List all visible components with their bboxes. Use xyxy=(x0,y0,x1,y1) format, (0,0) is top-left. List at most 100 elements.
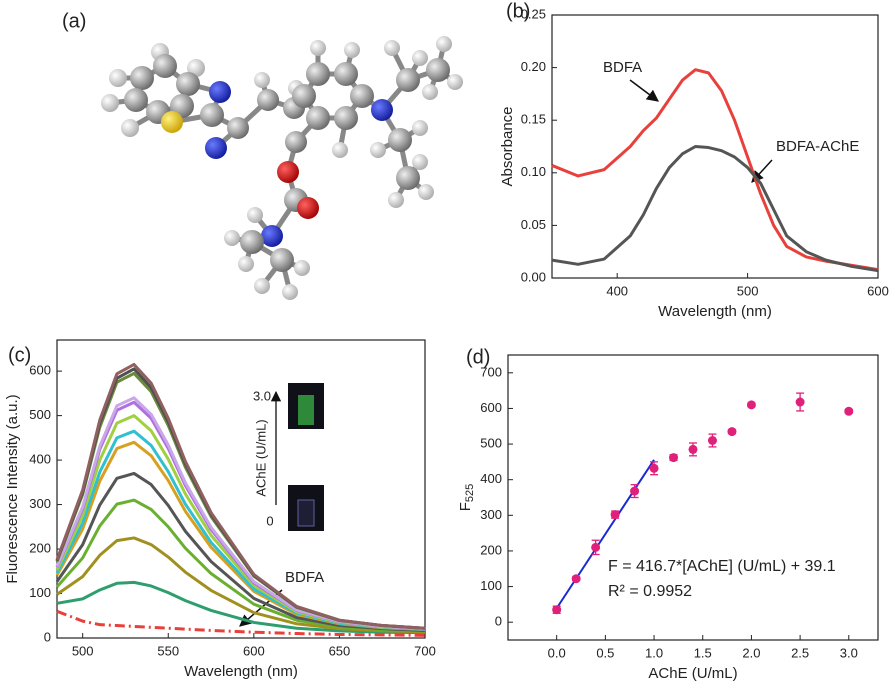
atom xyxy=(306,106,330,130)
data-point xyxy=(649,463,659,473)
y-axis-label: Absorbance xyxy=(499,106,516,186)
series-line xyxy=(55,498,426,633)
atom xyxy=(310,40,326,56)
atom xyxy=(426,58,450,82)
atom xyxy=(161,111,183,133)
annotation: BDFA-AChE xyxy=(776,138,859,155)
x-tick-label: 700 xyxy=(414,643,436,658)
inset-label: 0 xyxy=(266,513,273,528)
atom xyxy=(344,42,360,58)
atom xyxy=(412,154,428,170)
inset-label: AChE (U/mL) xyxy=(253,419,268,496)
atom xyxy=(418,184,434,200)
data-point xyxy=(669,453,679,463)
data-point xyxy=(727,427,737,437)
atom xyxy=(447,74,463,90)
data-point xyxy=(591,542,601,552)
plot-frame xyxy=(507,354,879,641)
atom xyxy=(306,62,330,86)
y-tick-label: 400 xyxy=(29,452,51,467)
atom xyxy=(224,230,240,246)
series-line xyxy=(551,68,879,272)
atom xyxy=(227,117,249,139)
annotation: BDFA xyxy=(603,59,642,76)
x-tick-label: 400 xyxy=(606,283,628,298)
y-axis-label-main: F xyxy=(457,502,474,511)
x-tick-label: 500 xyxy=(72,643,94,658)
atom xyxy=(277,161,299,183)
x-axis-label: Wavelength (nm) xyxy=(658,303,772,320)
atom xyxy=(240,230,264,254)
panel-label: (b) xyxy=(506,0,530,22)
atom xyxy=(334,62,358,86)
panel-label: (c) xyxy=(8,344,31,366)
x-axis-label: AChE (U/mL) xyxy=(648,665,737,682)
atom xyxy=(396,68,420,92)
atom xyxy=(332,142,348,158)
atom xyxy=(238,256,254,272)
atom xyxy=(350,84,374,108)
vial-solution xyxy=(297,499,315,527)
atom xyxy=(153,54,177,78)
vial-solution xyxy=(298,395,314,425)
series-line xyxy=(56,536,426,634)
fit-equation: F = 416.7*[AChE] (U/mL) + 39.1 xyxy=(608,558,836,575)
x-axis-label: Wavelength (nm) xyxy=(184,663,298,680)
data-point xyxy=(552,605,562,615)
data-point xyxy=(630,486,640,496)
data-point xyxy=(688,444,698,454)
y-tick-label: 0 xyxy=(495,614,502,629)
atom xyxy=(388,128,412,152)
y-axis-label: Fluorescence Intensity (a.u.) xyxy=(4,394,21,583)
atom xyxy=(285,131,307,153)
x-tick-label: 0.5 xyxy=(596,645,614,660)
y-tick-label: 600 xyxy=(480,400,502,415)
atom xyxy=(371,99,393,121)
x-tick-label: 650 xyxy=(329,643,351,658)
y-tick-label: 0.20 xyxy=(521,59,546,74)
y-tick-label: 0.15 xyxy=(521,112,546,127)
y-tick-label: 500 xyxy=(29,407,51,422)
y-tick-label: 500 xyxy=(480,436,502,451)
atom xyxy=(257,89,279,111)
inset-label: 3.0 xyxy=(253,388,271,403)
atom xyxy=(388,192,404,208)
y-tick-label: 0.05 xyxy=(521,217,546,232)
y-tick-label: 200 xyxy=(480,542,502,557)
y-tick-label: 100 xyxy=(29,585,51,600)
x-tick-label: 2.0 xyxy=(742,645,760,660)
y-tick-label: 200 xyxy=(29,540,51,555)
y-tick-label: 0.00 xyxy=(521,269,546,284)
atom xyxy=(261,225,283,247)
y-tick-label: 0 xyxy=(44,629,51,644)
data-point xyxy=(707,436,717,445)
x-tick-label: 3.0 xyxy=(840,645,858,660)
series-line xyxy=(55,429,426,632)
series-line xyxy=(56,580,426,635)
plot-frame xyxy=(56,339,426,639)
atom xyxy=(294,260,310,276)
atom xyxy=(412,50,428,66)
series-line xyxy=(551,145,879,273)
fit-r-squared: R² = 0.9952 xyxy=(608,583,692,600)
atom xyxy=(396,166,420,190)
data-point xyxy=(795,397,805,407)
atom xyxy=(254,72,270,88)
atom xyxy=(270,248,294,272)
atom xyxy=(297,197,319,219)
series-line xyxy=(55,471,426,632)
series-line xyxy=(56,609,426,637)
panel-label: (d) xyxy=(466,346,490,368)
atom xyxy=(282,284,298,300)
atom xyxy=(247,207,263,223)
atom xyxy=(209,81,231,103)
atom xyxy=(422,84,438,100)
atom xyxy=(254,278,270,294)
series-line xyxy=(55,371,426,630)
atom xyxy=(436,36,452,52)
series-line xyxy=(55,440,426,632)
atom xyxy=(130,66,154,90)
y-tick-label: 400 xyxy=(480,471,502,486)
x-tick-label: 600 xyxy=(867,283,889,298)
